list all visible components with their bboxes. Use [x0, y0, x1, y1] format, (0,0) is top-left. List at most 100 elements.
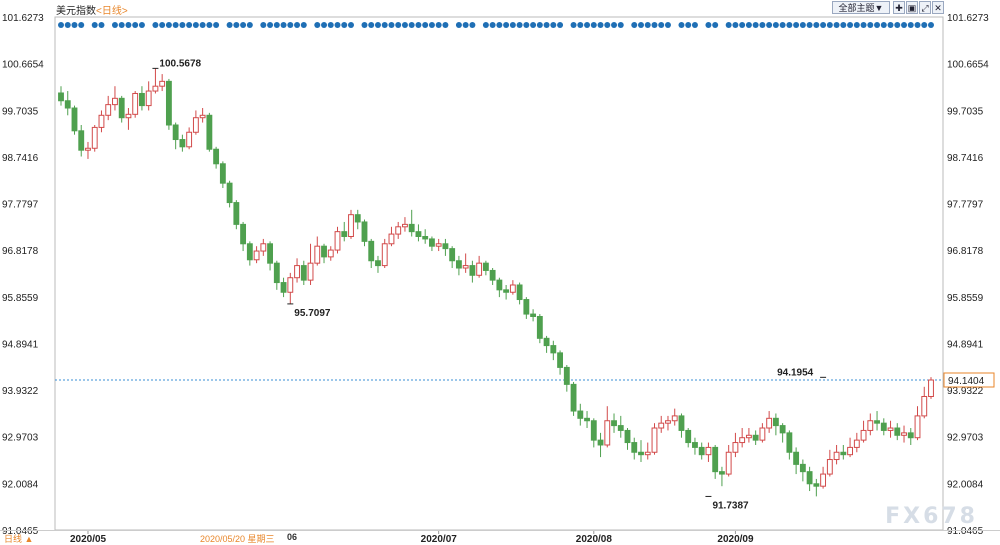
cursor-month: 06: [287, 532, 298, 542]
signal-dot-117: [847, 22, 854, 28]
candle-body-15: [159, 80, 166, 87]
signal-dot-118: [853, 22, 860, 28]
signal-dot-26: [233, 22, 240, 28]
signal-dot-31: [267, 22, 274, 28]
current-price-label: 94.1404: [948, 376, 985, 387]
candle-body-87: [644, 451, 651, 456]
signal-dot-113: [820, 22, 827, 28]
candle-body-81: [604, 420, 611, 446]
signal-dot-50: [395, 22, 402, 28]
candle-body-118: [853, 439, 860, 448]
candle-body-71: [536, 316, 543, 339]
candle-body-41: [334, 231, 341, 251]
signal-dot-119: [860, 22, 867, 28]
signal-dot-127: [914, 22, 921, 28]
period-toggle[interactable]: 日线 ▲: [4, 534, 34, 544]
signal-dot-64: [489, 22, 496, 28]
signal-dot-72: [543, 22, 550, 28]
candle-body-114: [826, 459, 833, 475]
signal-dot-106: [772, 22, 779, 28]
y-tick-left-5: 96.8178: [2, 246, 39, 257]
candle-body-64: [489, 269, 496, 281]
signal-dot-67: [509, 22, 516, 28]
candle-body-91: [671, 415, 678, 422]
signal-dot-35: [294, 22, 301, 28]
candle-body-22: [206, 114, 213, 150]
candle-body-65: [496, 279, 503, 291]
candle-body-115: [833, 451, 840, 461]
candle-body-52: [408, 223, 415, 233]
candle-body-56: [435, 243, 442, 247]
signal-dot-19: [186, 22, 193, 28]
y-tick-right-1: 100.6654: [947, 60, 989, 71]
collapse-icon[interactable]: ▣: [906, 1, 918, 14]
candle-body-38: [314, 245, 321, 264]
signal-dot-8: [111, 22, 118, 28]
candle-body-124: [894, 427, 901, 436]
signal-dot-27: [240, 22, 247, 28]
signal-dot-39: [321, 22, 328, 28]
candle-body-113: [820, 473, 827, 487]
candle-body-6: [98, 114, 105, 128]
candle-body-84: [624, 429, 631, 444]
x-label-2: 2020/08: [576, 534, 613, 545]
y-tick-right-0: 101.6273: [947, 13, 989, 24]
plot-frame: [54, 16, 944, 531]
signal-dot-92: [678, 22, 685, 28]
candle-body-35: [294, 265, 300, 279]
candle-body-129: [928, 379, 934, 397]
zoom-icon[interactable]: ⤢: [919, 1, 931, 14]
signal-dot-63: [482, 22, 489, 28]
signal-dot-49: [388, 22, 395, 28]
x-label-1: 2020/07: [421, 534, 458, 545]
x-label-3: 2020/09: [717, 534, 754, 545]
candle-body-1: [64, 100, 71, 109]
signal-dot-59: [455, 22, 462, 28]
current-price-tag: [943, 372, 995, 388]
candle-body-127: [914, 415, 921, 439]
signal-dot-93: [685, 22, 692, 28]
candle-body-18: [179, 139, 186, 148]
signal-dot-73: [550, 22, 557, 28]
y-tick-left-10: 92.0084: [2, 479, 39, 490]
y-tick-left-6: 95.8559: [2, 293, 39, 304]
y-tick-right-6: 95.8559: [947, 293, 984, 304]
signal-dot-60: [462, 22, 469, 28]
expand-icon[interactable]: ✚: [893, 1, 905, 14]
signal-dot-10: [125, 22, 132, 28]
signal-dot-103: [752, 22, 759, 28]
signal-dot-80: [597, 22, 604, 28]
candle-body-107: [779, 425, 786, 434]
theme-select-button[interactable]: 全部主题▼: [832, 1, 890, 14]
signal-dot-89: [658, 22, 665, 28]
y-tick-right-8: 93.9322: [947, 386, 984, 397]
signal-dot-115: [833, 22, 840, 28]
candle-body-116: [840, 451, 847, 456]
chart-header: 美元指数<日线>: [56, 2, 128, 17]
signal-dot-76: [570, 22, 577, 28]
signal-dot-12: [138, 22, 145, 28]
bottom-bar: 日线 ▲ 2020/05/20 星期三 06: [0, 530, 1000, 545]
signal-dot-81: [604, 22, 611, 28]
signal-dot-97: [712, 22, 719, 28]
candle-body-58: [449, 248, 456, 262]
candle-body-101: [739, 437, 746, 444]
candle-body-5: [91, 126, 98, 149]
signal-dot-107: [779, 22, 786, 28]
candle-body-100: [732, 442, 739, 453]
candle-body-25: [226, 182, 233, 204]
candle-body-77: [577, 410, 584, 419]
candle-body-60: [462, 265, 469, 269]
candle-body-97: [712, 446, 719, 473]
candle-body-32: [273, 262, 280, 284]
signal-dot-61: [469, 22, 476, 28]
candle-body-45: [361, 221, 368, 242]
candle-body-0: [58, 92, 64, 102]
candle-body-69: [523, 299, 530, 315]
candle-body-72: [543, 337, 550, 347]
candle-body-33: [280, 282, 287, 293]
candle-body-29: [253, 250, 260, 261]
candle-body-109: [793, 451, 800, 465]
close-icon[interactable]: ✕: [932, 1, 944, 14]
